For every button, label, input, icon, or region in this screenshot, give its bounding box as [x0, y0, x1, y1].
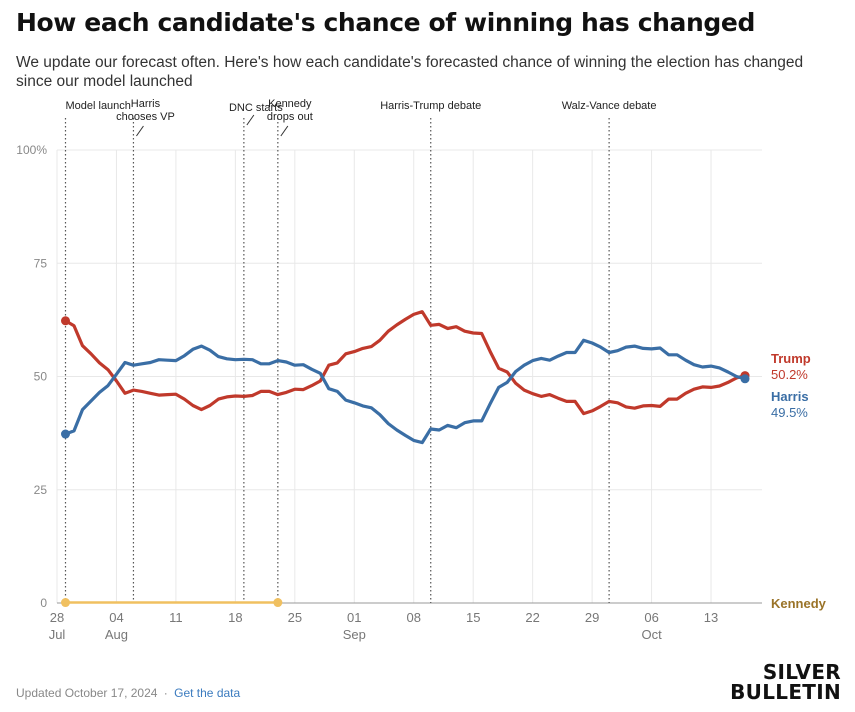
series-start-point-kennedy [60, 598, 70, 608]
series-value-harris: 49.5% [771, 405, 808, 420]
series-line-trump [63, 310, 747, 416]
footer: Updated October 17, 2024 · Get the data [16, 686, 240, 700]
page-subtitle: We update our forecast often. Here's how… [16, 54, 804, 90]
x-tick-label: 01 [347, 610, 361, 625]
x-tick-label: 15 [466, 610, 480, 625]
x-tick-label: 11 [169, 610, 183, 625]
x-tick-label: 06 [644, 610, 658, 625]
x-tick-label: 13 [704, 610, 718, 625]
series-start-point-harris [60, 429, 70, 439]
y-tick-label: 0 [40, 596, 47, 610]
event-label: DNC starts [229, 102, 283, 114]
x-tick-label: 04 [109, 610, 123, 625]
series-label-trump: Trump [771, 351, 811, 366]
event-label: Harris [131, 98, 161, 110]
event-label: Walz-Vance debate [562, 100, 657, 112]
y-tick-label: 75 [34, 256, 48, 270]
series-value-trump: 50.2% [771, 367, 808, 382]
x-tick-label: 29 [585, 610, 599, 625]
brand-logo: SILVER BULLETIN [730, 662, 841, 702]
x-tick-label: 25 [288, 610, 302, 625]
y-tick-label: 25 [34, 483, 48, 497]
event-label: Model launch [65, 100, 130, 112]
footer-separator: · [163, 686, 168, 700]
event-label: Harris-Trump debate [380, 100, 481, 112]
series-label-harris: Harris [771, 389, 809, 404]
event-label: Kennedy [268, 98, 312, 110]
page-title: How each candidate's chance of winning h… [16, 8, 755, 37]
get-data-link[interactable]: Get the data [174, 686, 241, 700]
event-leader-line [246, 114, 255, 126]
event-label: chooses VP [116, 111, 175, 123]
x-tick-label: 18 [228, 610, 242, 625]
event-leader-line [280, 125, 289, 137]
series-line-harris [63, 338, 747, 445]
x-tick-month-label: Jul [49, 627, 66, 642]
y-tick-label: 100% [16, 143, 47, 157]
brand-line-2: BULLETIN [730, 680, 841, 704]
series-label-kennedy: Kennedy [771, 596, 827, 611]
y-tick-label: 50 [34, 370, 48, 384]
brand-line-1: SILVER [762, 660, 841, 684]
x-tick-month-label: Sep [343, 627, 366, 642]
series-end-point-kennedy [273, 598, 283, 608]
series-start-point-trump [60, 316, 70, 326]
event-leader-line [136, 125, 144, 137]
x-tick-label: 22 [525, 610, 539, 625]
series-end-point-harris [740, 374, 750, 384]
x-tick-month-label: Oct [641, 627, 662, 642]
updated-text: Updated October 17, 2024 [16, 686, 158, 700]
x-tick-label: 28 [50, 610, 64, 625]
x-tick-label: 08 [407, 610, 421, 625]
event-label: drops out [267, 111, 313, 123]
x-tick-month-label: Aug [105, 627, 128, 642]
